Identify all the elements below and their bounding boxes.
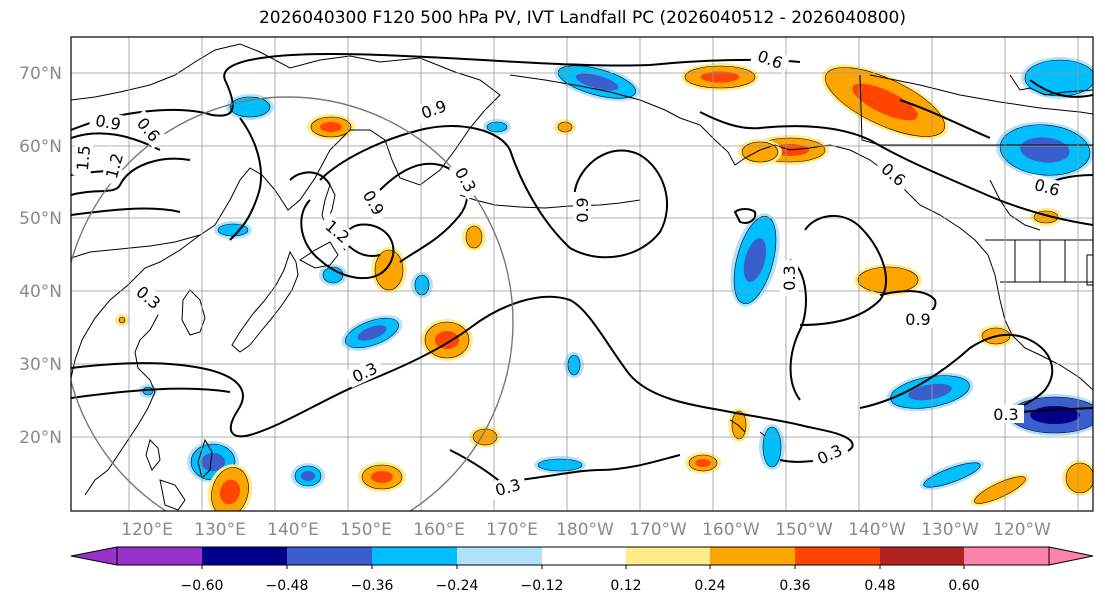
colorbar-segment — [880, 547, 964, 565]
anomaly-blob — [207, 464, 253, 511]
anomaly-blob — [996, 121, 1093, 179]
anomaly-blob — [821, 64, 949, 140]
colorbar-tick-label: −0.12 — [521, 578, 564, 594]
colorbar-segment — [964, 547, 1049, 565]
colorbar-tick-label: −0.60 — [181, 578, 224, 594]
lon-label: 170°W — [629, 520, 687, 540]
colorbar-segment — [372, 547, 457, 565]
contour-label: 0.9 — [900, 310, 936, 329]
svg-text:0.9: 0.9 — [573, 197, 592, 222]
colorbar-segment — [117, 547, 202, 565]
colorbar-segment — [287, 547, 372, 565]
colorbar-segment — [626, 547, 710, 565]
colorbar-segment — [457, 547, 542, 565]
anomaly-blob — [886, 372, 974, 412]
lat-label: 30°N — [19, 355, 62, 375]
lon-label: 150°E — [340, 520, 392, 540]
anomaly-blob — [685, 452, 721, 474]
pc-anomaly-shading — [115, 57, 1093, 511]
colorbar — [70, 546, 1094, 566]
latitude-labels: 70°N 60°N 50°N 40°N 30°N 20°N — [19, 64, 62, 448]
colorbar-segment — [795, 547, 880, 565]
lon-label: 160°E — [413, 520, 465, 540]
colorbar-extend-min — [70, 546, 118, 566]
anomaly-blob — [421, 319, 473, 361]
contour-label: 1.5 — [72, 139, 94, 177]
longitude-labels: 120°E 130°E 140°E 150°E 160°E 170°E 180°W 170°W… — [121, 520, 1051, 540]
colorbar-tick-label: 0.60 — [948, 578, 979, 594]
anomaly-blob — [226, 94, 274, 120]
anomaly-blob — [970, 473, 1030, 507]
lon-label: 150°W — [775, 520, 833, 540]
lat-label: 40°N — [19, 282, 62, 302]
anomaly-blob — [738, 139, 782, 165]
colorbar-segment — [710, 547, 795, 565]
colorbar-segment — [542, 547, 626, 565]
anomaly-blob — [919, 460, 985, 490]
colorbar-extend-max — [1048, 546, 1094, 566]
contour-label: 0.6 — [130, 109, 168, 149]
contour-label: 0.9 — [88, 110, 128, 134]
anomaly-blob — [854, 264, 922, 296]
coastlines — [71, 43, 1093, 511]
colorbar-tick-label: −0.48 — [266, 578, 309, 594]
anomaly-blob — [462, 223, 486, 251]
lon-label: 140°E — [267, 520, 319, 540]
lat-label: 70°N — [19, 64, 62, 84]
lon-label: 130°E — [194, 520, 246, 540]
contour-label: 0.9 — [573, 192, 592, 228]
lat-label: 60°N — [19, 137, 62, 157]
anomaly-blob — [564, 352, 584, 378]
anomaly-blob — [411, 272, 433, 298]
lon-label: 140°W — [848, 520, 906, 540]
anomaly-blob — [1062, 460, 1093, 496]
lon-label: 120°E — [121, 520, 173, 540]
anomaly-blob — [1030, 208, 1062, 226]
map-title: 2026040300 F120 500 hPa PV, IVT Landfall… — [258, 8, 906, 28]
lon-label: 160°W — [702, 520, 760, 540]
contour-label: 0.3 — [988, 405, 1024, 424]
colorbar-segment — [202, 547, 287, 565]
anomaly-blob — [483, 119, 511, 135]
colorbar-tick-label: 0.12 — [610, 578, 641, 594]
colorbar-tick-label: 0.36 — [779, 578, 810, 594]
landfall-radius-circle — [71, 96, 514, 511]
lon-label: 180°W — [556, 520, 614, 540]
colorbar-tick-label: −0.24 — [436, 578, 479, 594]
colorbar-tick-label: 0.24 — [694, 578, 725, 594]
colorbar-tick-label: −0.36 — [351, 578, 394, 594]
svg-text:0.3: 0.3 — [993, 405, 1018, 424]
anomaly-blob — [319, 264, 347, 286]
colorbar-tick-label: 0.48 — [864, 578, 895, 594]
svg-text:1.5: 1.5 — [73, 144, 94, 171]
anomaly-blob — [358, 462, 406, 492]
anomaly-blob — [759, 424, 785, 470]
svg-text:0.3: 0.3 — [780, 265, 799, 290]
anomaly-blob — [554, 119, 576, 135]
lat-label: 50°N — [19, 209, 62, 229]
anomaly-blob — [730, 213, 780, 307]
anomaly-blob — [307, 114, 355, 140]
lon-label: 120°W — [993, 520, 1051, 540]
lon-label: 170°E — [486, 520, 538, 540]
svg-text:0.9: 0.9 — [94, 111, 122, 134]
anomaly-blob — [534, 456, 586, 474]
anomaly-blob — [554, 62, 640, 102]
map-frame — [70, 36, 1094, 512]
anomaly-blob — [681, 63, 759, 91]
anomaly-blob — [1021, 57, 1093, 99]
anomaly-blob — [115, 314, 129, 326]
anomaly-blob — [341, 315, 403, 351]
anomaly-blob — [291, 463, 325, 489]
anomaly-blob — [728, 408, 750, 442]
lat-label: 20°N — [19, 428, 62, 448]
svg-text:0.9: 0.9 — [905, 310, 930, 329]
colorbar-tick-labels: −0.60 −0.48 −0.36 −0.24 −0.12 0.12 0.24 0.36 0.4… — [181, 565, 980, 594]
anomaly-blob — [371, 247, 407, 293]
contour-label: 0.3 — [780, 260, 799, 296]
lon-label: 130°W — [921, 520, 979, 540]
map-background — [71, 37, 1093, 511]
